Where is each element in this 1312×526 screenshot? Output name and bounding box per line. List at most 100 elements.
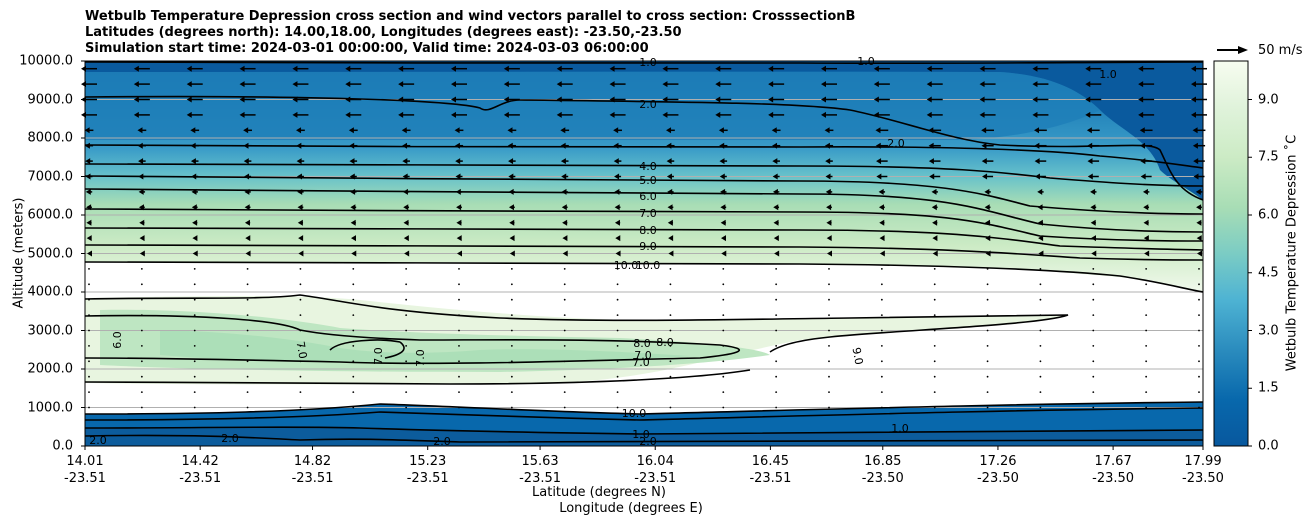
wind-vector bbox=[715, 96, 732, 103]
wind-vector bbox=[191, 204, 198, 211]
wind-vector bbox=[1087, 158, 1100, 165]
wind-vector bbox=[828, 314, 830, 316]
wind-vector bbox=[562, 219, 568, 226]
x-tick-label: 17.99 -23.50 bbox=[1182, 454, 1224, 486]
wind-vector bbox=[933, 283, 936, 286]
wind-vector bbox=[133, 65, 150, 72]
y-tick-label: 6000.0 bbox=[27, 207, 74, 223]
wind-vector bbox=[297, 188, 304, 195]
wind-vector bbox=[774, 250, 780, 257]
wind-vector bbox=[1198, 375, 1200, 378]
y-tick-label: 9000.0 bbox=[27, 92, 74, 107]
y-tick-label: 8000.0 bbox=[27, 130, 74, 146]
contour-label: 7.0 bbox=[632, 356, 650, 369]
colorbar-tick-label: 9.0 bbox=[1258, 92, 1279, 107]
contour-label: 10.0 bbox=[636, 259, 661, 272]
wind-vector bbox=[458, 406, 460, 409]
wind-vector bbox=[933, 345, 936, 347]
wind-vector bbox=[140, 345, 143, 347]
wind-vector bbox=[510, 268, 513, 270]
wind-vector bbox=[1198, 314, 1200, 316]
wind-vector bbox=[1145, 298, 1148, 301]
wind-vector bbox=[981, 127, 994, 134]
wind-vector bbox=[1092, 391, 1095, 393]
wind-vector bbox=[667, 219, 674, 226]
wind-vector bbox=[345, 111, 362, 118]
wind-vector bbox=[352, 314, 355, 316]
wind-vector bbox=[193, 360, 196, 363]
wind-vector bbox=[669, 345, 672, 347]
wind-vector bbox=[880, 268, 883, 270]
wind-vector bbox=[458, 360, 460, 363]
wind-vector bbox=[720, 219, 726, 226]
y-tick-label: 1000.0 bbox=[27, 400, 74, 415]
wind-vector bbox=[722, 345, 725, 347]
wind-vector bbox=[292, 96, 309, 103]
wind-vector bbox=[771, 127, 781, 134]
wind-vector bbox=[929, 173, 941, 180]
wind-vector bbox=[140, 283, 143, 286]
contour-label: 4.0 bbox=[639, 160, 657, 173]
wind-vector bbox=[298, 235, 304, 242]
wind-vector bbox=[715, 65, 732, 72]
contour-line bbox=[85, 188, 1203, 233]
wind-vector bbox=[609, 96, 626, 103]
title-line-3: Simulation start time: 2024-03-01 00:00:… bbox=[85, 41, 649, 56]
wind-vector bbox=[662, 111, 679, 118]
wind-vector bbox=[298, 250, 304, 257]
wind-vector bbox=[140, 268, 143, 270]
wind-vector bbox=[609, 65, 626, 72]
wind-vector bbox=[662, 96, 679, 103]
wind-vector bbox=[139, 235, 145, 242]
wind-vector bbox=[821, 81, 837, 88]
wind-vector bbox=[299, 298, 302, 301]
wind-vector bbox=[616, 283, 619, 286]
wind-vector bbox=[926, 96, 943, 103]
wind-vector bbox=[1092, 375, 1095, 378]
wind-vector bbox=[1034, 158, 1047, 165]
wind-vector bbox=[772, 173, 780, 180]
wind-vector bbox=[88, 360, 90, 363]
wind-vector bbox=[1197, 250, 1202, 257]
wind-vector bbox=[609, 111, 626, 118]
wind-vector bbox=[1198, 360, 1200, 363]
wind-vector bbox=[192, 250, 198, 257]
wind-vector bbox=[508, 188, 516, 195]
wind-vector bbox=[1198, 406, 1200, 409]
wind-vector bbox=[985, 235, 991, 242]
wind-vector bbox=[563, 391, 566, 393]
contour-label: 1.0 bbox=[632, 428, 650, 441]
wind-vector bbox=[458, 283, 460, 286]
wind-vector bbox=[246, 360, 249, 363]
wind-vector bbox=[1039, 360, 1042, 363]
y-tick-label: 7000.0 bbox=[27, 169, 74, 184]
wind-vector bbox=[669, 283, 672, 286]
wind-vector bbox=[821, 96, 837, 103]
wind-vector bbox=[1195, 188, 1203, 195]
wind-vector bbox=[88, 406, 90, 409]
wind-vector bbox=[880, 375, 883, 378]
wind-vector bbox=[140, 391, 143, 393]
wind-vector bbox=[1038, 250, 1044, 257]
wind-vector bbox=[88, 391, 90, 393]
wind-vector bbox=[821, 111, 837, 118]
wind-vector bbox=[873, 81, 890, 88]
wind-vector bbox=[458, 329, 460, 332]
chart-title: Wetbulb Temperature Depression cross sec… bbox=[85, 9, 855, 57]
wind-vector bbox=[1039, 375, 1042, 378]
wind-vector bbox=[668, 250, 674, 257]
wind-vector bbox=[560, 142, 569, 149]
wind-vector bbox=[556, 111, 573, 118]
wind-vector bbox=[931, 204, 938, 211]
colorbar-ticks bbox=[1248, 99, 1252, 447]
wind-vector bbox=[669, 268, 672, 270]
wind-vector bbox=[1196, 235, 1202, 242]
wind-vector bbox=[1145, 283, 1148, 286]
contour-line bbox=[85, 163, 1203, 187]
contour-line bbox=[85, 61, 1203, 65]
wind-vector bbox=[615, 235, 621, 242]
wind-vector bbox=[85, 188, 93, 195]
wind-vector bbox=[509, 250, 515, 257]
wind-vector bbox=[616, 268, 619, 270]
contour-label: 8.0 bbox=[656, 336, 674, 349]
